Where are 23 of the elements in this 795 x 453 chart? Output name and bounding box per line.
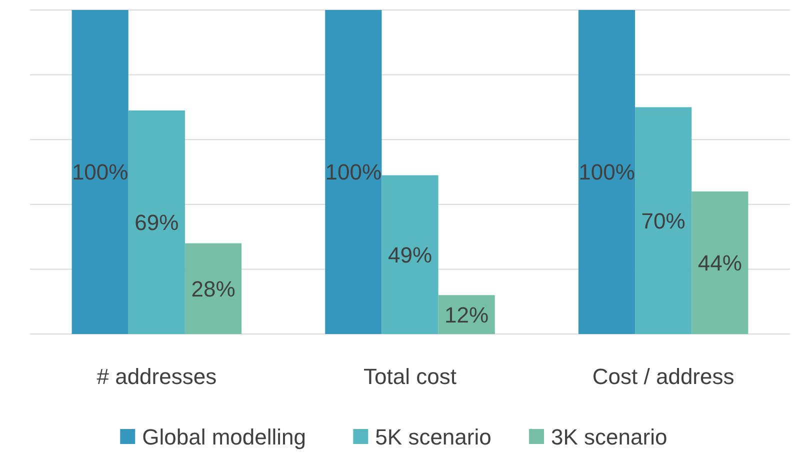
data-label: 69% <box>134 210 179 235</box>
bar <box>692 191 748 334</box>
x-tick-label: Cost / address <box>592 364 734 389</box>
bar <box>184 243 242 334</box>
legend-label: Global modelling <box>142 424 306 450</box>
data-label: 49% <box>388 242 432 268</box>
bar <box>325 10 382 334</box>
x-tick-label: # addresses <box>96 364 217 389</box>
bar <box>635 107 692 334</box>
data-label: 12% <box>444 302 489 328</box>
data-label: 28% <box>191 276 236 302</box>
data-label: 100% <box>72 160 128 185</box>
legend-label: 5K scenario <box>375 424 492 450</box>
data-label: 70% <box>641 208 686 234</box>
bar <box>578 10 636 334</box>
data-label: 100% <box>578 160 635 185</box>
legend-label: 3K scenario <box>551 424 668 450</box>
bar <box>72 10 128 334</box>
bar <box>382 175 438 334</box>
x-tick-label: Total cost <box>364 364 456 389</box>
bar <box>128 110 185 334</box>
data-label: 44% <box>698 250 742 276</box>
data-label: 100% <box>325 160 382 185</box>
